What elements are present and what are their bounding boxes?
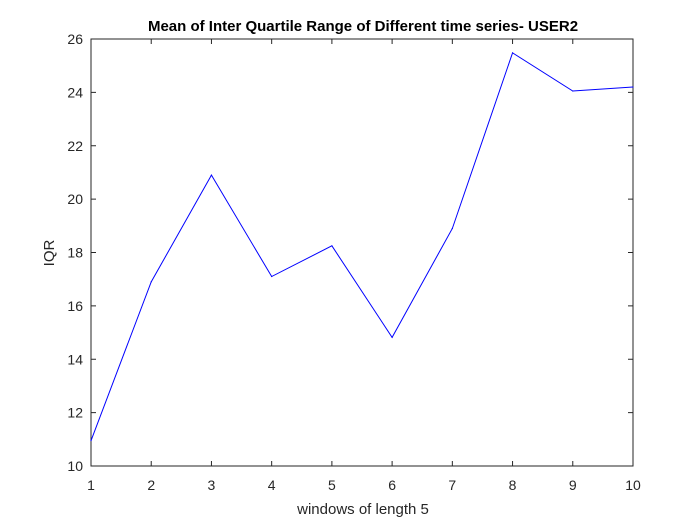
- y-tick-label: 14: [67, 351, 83, 367]
- y-tick-label: 26: [67, 31, 83, 47]
- plot-area: [90, 38, 634, 467]
- y-tick-label: 18: [67, 245, 83, 261]
- series-line: [90, 52, 634, 441]
- axes-box: [90, 38, 634, 467]
- data-point: [150, 281, 152, 283]
- y-tick-label: 22: [67, 138, 83, 154]
- chart-title: Mean of Inter Quartile Range of Differen…: [148, 18, 578, 35]
- data-point: [632, 86, 634, 88]
- x-tick-label: 2: [147, 477, 155, 493]
- data-point: [451, 227, 453, 230]
- data-point: [210, 174, 213, 176]
- x-axis-tick-labels: 1 2 3 4 5 6 7 8 9 10: [87, 477, 641, 493]
- y-axis-ticks: [91, 38, 633, 467]
- data-point: [572, 90, 574, 92]
- x-tick-label: 1: [87, 477, 95, 493]
- data-points: [90, 52, 634, 442]
- data-point: [331, 245, 333, 247]
- x-tick-label: 10: [625, 477, 641, 493]
- x-tick-label: 4: [268, 477, 276, 493]
- data-point: [90, 440, 92, 442]
- x-tick-label: 9: [569, 477, 577, 493]
- y-tick-label: 24: [67, 84, 83, 100]
- x-tick-label: 3: [208, 477, 216, 493]
- x-tick-label: 5: [328, 477, 336, 493]
- y-tick-label: 16: [67, 298, 83, 314]
- y-axis-tick-labels: 10 12 14 16 18 20 22 24 26: [67, 31, 83, 474]
- x-tick-label: 7: [448, 477, 456, 493]
- x-axis-label: windows of length 5: [296, 501, 429, 518]
- y-tick-label: 12: [67, 405, 83, 421]
- y-tick-label: 20: [67, 191, 83, 207]
- y-tick-label: 10: [67, 458, 83, 474]
- data-point: [511, 52, 514, 54]
- y-axis-label: IQR: [41, 240, 58, 267]
- data-point: [391, 336, 393, 338]
- x-axis-ticks: [90, 39, 634, 466]
- data-point: [271, 275, 273, 278]
- x-tick-label: 6: [388, 477, 396, 493]
- x-tick-label: 8: [509, 477, 517, 493]
